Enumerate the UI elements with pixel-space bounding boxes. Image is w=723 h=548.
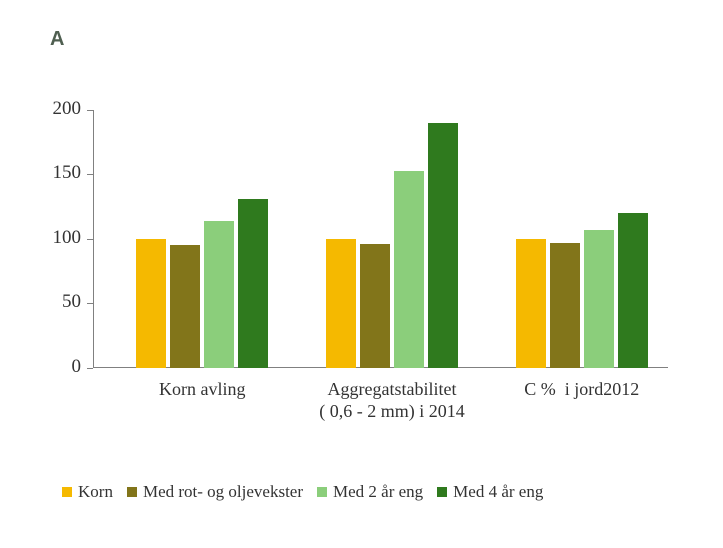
y-axis (93, 110, 94, 368)
bar (618, 213, 648, 368)
legend: Korn Med rot- og oljevekster Med 2 år eng M… (62, 482, 543, 502)
y-tick-mark (87, 174, 93, 175)
legend-label: Med rot- og oljevekster (143, 482, 303, 502)
y-tick-mark (87, 368, 93, 369)
legend-label: Korn (78, 482, 113, 502)
bar (516, 239, 546, 368)
y-tick-label: 100 (33, 227, 81, 249)
y-tick-mark (87, 110, 93, 111)
bar (204, 221, 234, 368)
y-tick-mark (87, 303, 93, 304)
bar (238, 199, 268, 368)
legend-swatch (437, 487, 447, 497)
y-tick-label: 0 (33, 356, 81, 378)
category-label: C % i jord2012 (472, 378, 692, 400)
panel-label: A (50, 28, 64, 51)
y-tick-mark (87, 239, 93, 240)
legend-label: Med 4 år eng (453, 482, 543, 502)
legend-swatch (317, 487, 327, 497)
plot-area: 050100150200Korn avlingAggregatstabilite… (93, 110, 668, 368)
legend-item: Med 2 år eng (317, 482, 423, 502)
bar (584, 230, 614, 368)
bar (170, 245, 200, 368)
legend-swatch (62, 487, 72, 497)
y-tick-label: 200 (33, 98, 81, 120)
category-label: Aggregatstabilitet ( 0,6 - 2 mm) i 2014 (282, 378, 502, 422)
bar (136, 239, 166, 368)
chart-container: A 050100150200Korn avlingAggregatstabili… (0, 0, 723, 548)
legend-item: Korn (62, 482, 113, 502)
legend-label: Med 2 år eng (333, 482, 423, 502)
bar (394, 171, 424, 368)
legend-item: Med rot- og oljevekster (127, 482, 303, 502)
legend-swatch (127, 487, 137, 497)
category-label: Korn avling (92, 378, 312, 400)
bar (360, 244, 390, 368)
y-tick-label: 150 (33, 162, 81, 184)
bar (326, 239, 356, 368)
bar (550, 243, 580, 368)
legend-item: Med 4 år eng (437, 482, 543, 502)
y-tick-label: 50 (33, 291, 81, 313)
bar (428, 123, 458, 368)
